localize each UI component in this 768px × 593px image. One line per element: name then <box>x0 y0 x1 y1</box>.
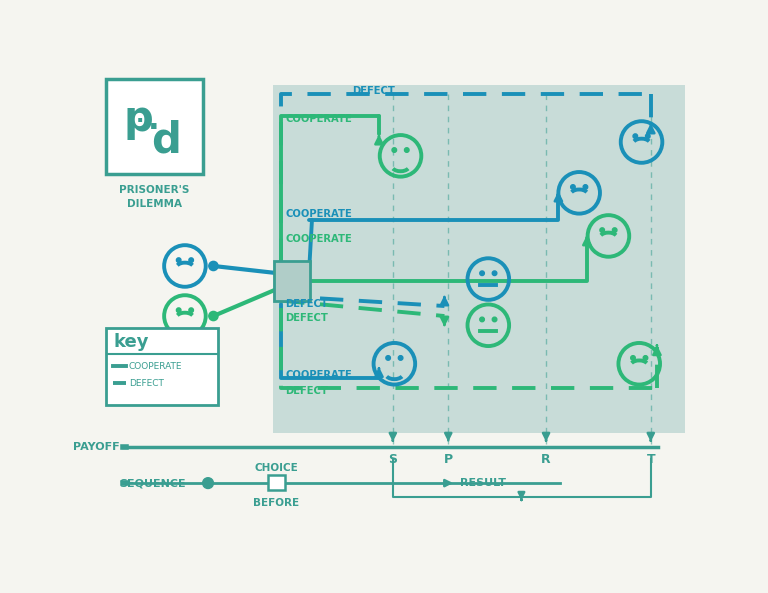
Circle shape <box>203 478 214 489</box>
Circle shape <box>571 184 575 189</box>
Text: S: S <box>389 453 397 466</box>
FancyBboxPatch shape <box>274 262 310 301</box>
Text: ·: · <box>147 114 159 144</box>
FancyBboxPatch shape <box>106 79 203 174</box>
Text: DEFECT: DEFECT <box>129 378 164 387</box>
Text: COOPERATE: COOPERATE <box>129 362 182 371</box>
Text: PRISONER'S
DILEMMA: PRISONER'S DILEMMA <box>119 185 190 209</box>
Circle shape <box>405 148 409 152</box>
Text: RESULT: RESULT <box>460 478 506 488</box>
Text: PAYOFF: PAYOFF <box>73 442 120 452</box>
Circle shape <box>492 317 497 322</box>
Circle shape <box>177 308 181 313</box>
Text: DEFECT: DEFECT <box>285 299 328 309</box>
Circle shape <box>399 356 403 360</box>
Circle shape <box>177 258 181 263</box>
Circle shape <box>209 311 218 321</box>
Text: ·: · <box>136 111 144 131</box>
Circle shape <box>645 134 650 139</box>
Circle shape <box>189 258 194 263</box>
Text: P: P <box>444 453 453 466</box>
Text: p: p <box>123 98 153 140</box>
Text: COOPERATE: COOPERATE <box>285 114 352 124</box>
Text: CHOICE: CHOICE <box>255 463 299 473</box>
Circle shape <box>392 148 396 152</box>
Text: key: key <box>114 333 149 351</box>
Text: DEFECT: DEFECT <box>285 313 328 323</box>
Text: R: R <box>541 453 551 466</box>
Text: SEQUENCE: SEQUENCE <box>120 478 186 488</box>
FancyBboxPatch shape <box>268 476 285 490</box>
Text: COOPERATE: COOPERATE <box>285 369 352 380</box>
Text: COOPERATE: COOPERATE <box>285 209 352 219</box>
Circle shape <box>633 134 637 139</box>
Circle shape <box>480 317 485 322</box>
Circle shape <box>643 356 647 360</box>
Text: DEFECT: DEFECT <box>352 86 395 96</box>
Text: COOPERATE: COOPERATE <box>285 234 352 244</box>
Text: d: d <box>151 119 180 161</box>
Circle shape <box>492 271 497 276</box>
Circle shape <box>612 228 617 232</box>
FancyBboxPatch shape <box>106 327 218 404</box>
Circle shape <box>209 262 218 270</box>
Circle shape <box>600 228 604 232</box>
Text: BEFORE: BEFORE <box>253 498 300 508</box>
Circle shape <box>631 356 635 360</box>
Bar <box>273 85 684 433</box>
Circle shape <box>480 271 485 276</box>
Circle shape <box>583 184 588 189</box>
Text: DEFECT: DEFECT <box>285 385 328 396</box>
Circle shape <box>386 356 390 360</box>
Text: T: T <box>647 453 655 466</box>
Circle shape <box>189 308 194 313</box>
